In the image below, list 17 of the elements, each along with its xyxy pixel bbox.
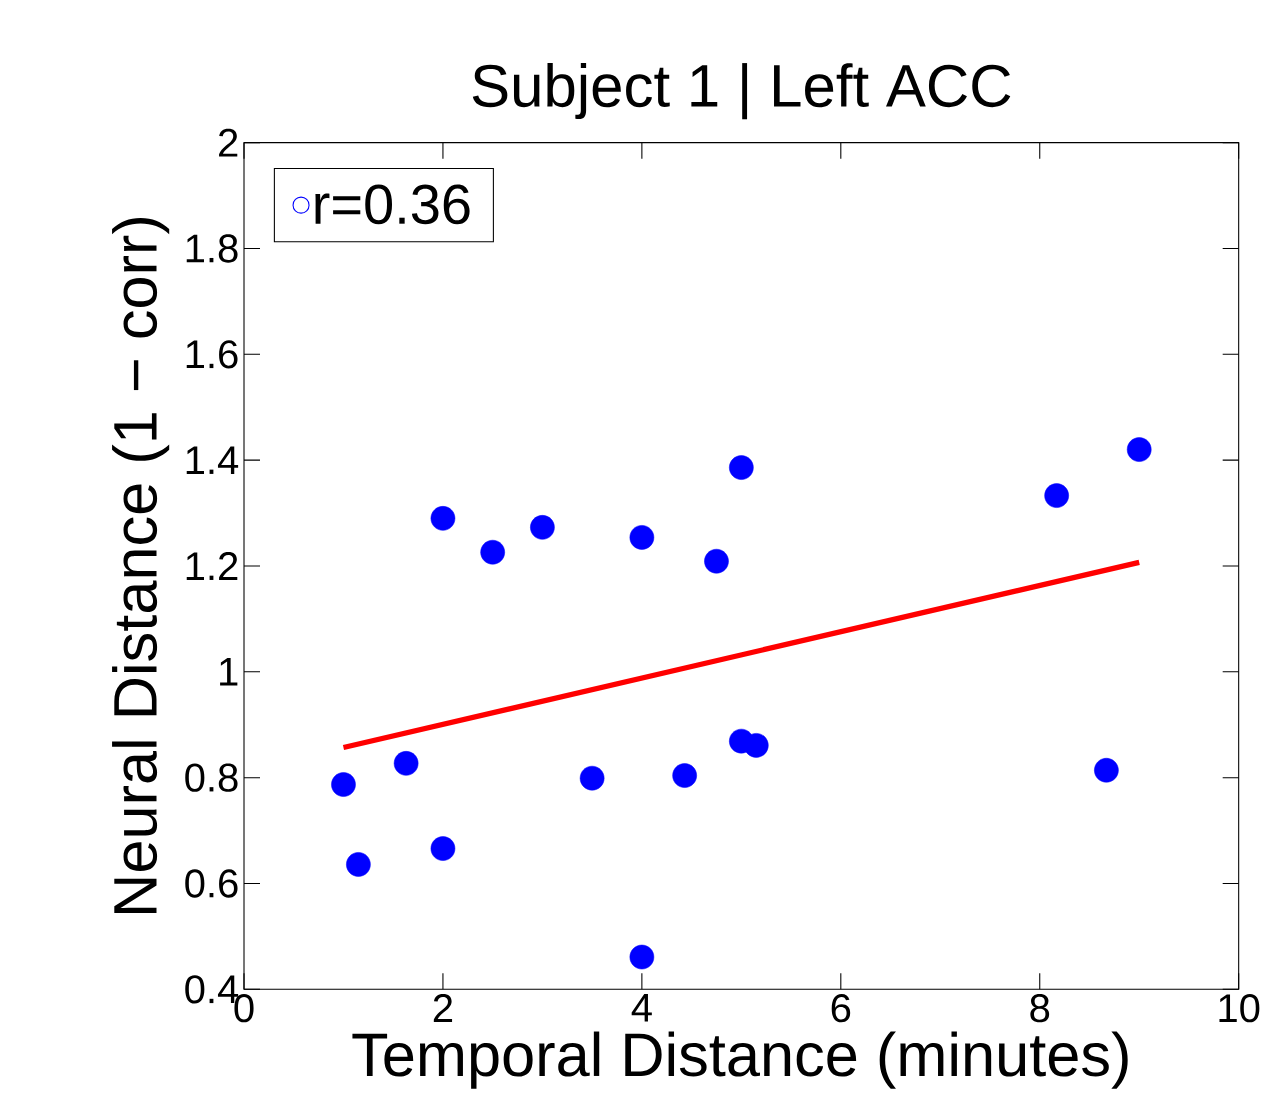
y-axis-title: Neural Distance (1 − corr) [112, 217, 170, 913]
x-tick-label: 4 [631, 993, 652, 1022]
y-tick-label: 1.2 [186, 551, 238, 580]
y-tick-label: 1.4 [186, 446, 239, 474]
x-tick-label: 8 [1030, 993, 1050, 1023]
y-tick-label: 2 [219, 128, 238, 157]
y-tick-label: 0.8 [185, 763, 238, 792]
x-axis-title: Temporal Distance (minutes) [352, 1031, 1128, 1089]
x-tick-label: 6 [831, 993, 851, 1023]
y-tick-label: 1 [220, 657, 238, 686]
y-tick-label: 1.8 [186, 234, 238, 263]
legend-label: r=0.36 [315, 184, 470, 225]
x-tick-label: 2 [433, 993, 453, 1022]
x-tick-label: 10 [1219, 993, 1260, 1023]
chart-title: Subject 1 | Left ACC [472, 62, 1011, 120]
y-tick-label: 1.6 [186, 340, 238, 369]
y-tick-label: 0.6 [185, 869, 238, 898]
